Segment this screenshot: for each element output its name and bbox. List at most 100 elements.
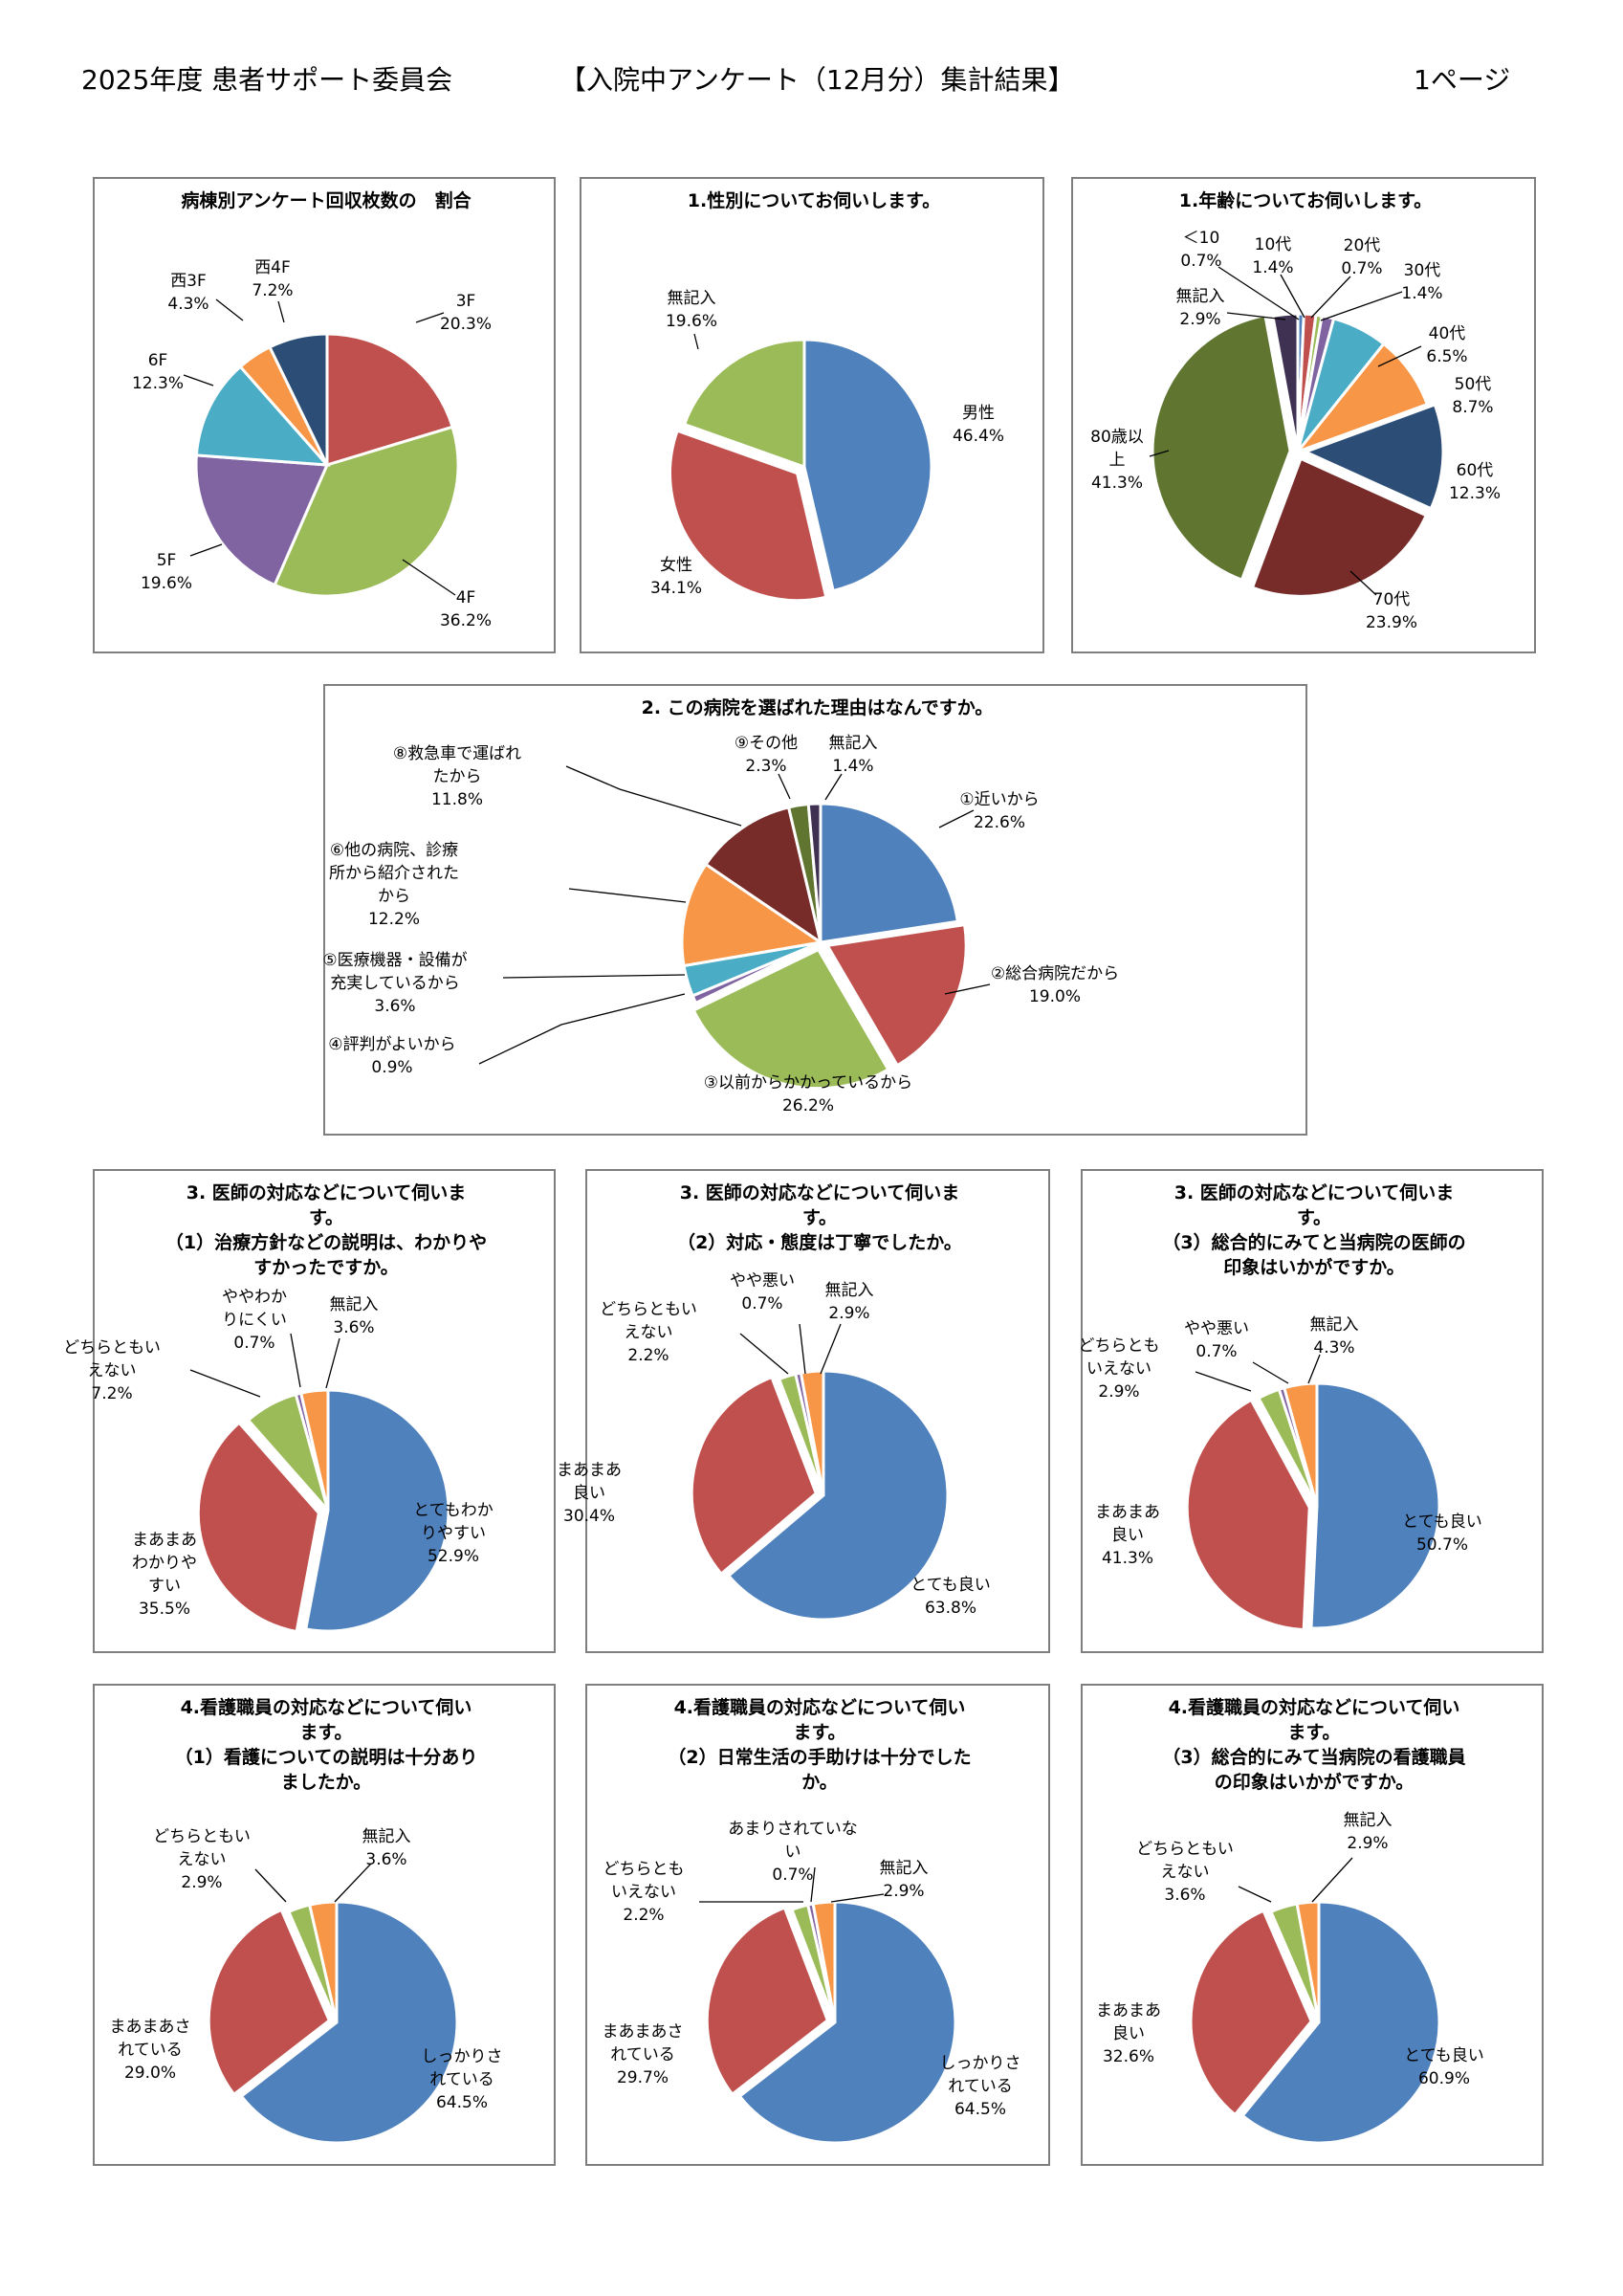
chart-title: 3. 医師の対応などについて伺います。（1）治療方針などの説明は、わかりやすかっ… [165,1181,487,1278]
chart-title: 1.性別についてお伺いします。 [688,189,940,211]
pie-slice [1189,1909,1313,2117]
leader-line [830,1893,885,1903]
leader-line [568,888,687,903]
leader-line [1238,1886,1272,1903]
leader-line [565,765,742,827]
chart-panel: 2. この病院を選ばれた理由はなんですか。 ①近いから 22.6% ②総合病院だから 1… [322,684,1307,1136]
slice-label: 4F 36.2% [440,588,492,630]
slice-label: ③以前からかかっているから 26.2% [704,1073,912,1115]
slice-label: どちらともいえない 2.2% [603,1860,685,1925]
pie-slice [1240,1900,1441,2145]
slice-label: どちらともいえない 2.9% [1079,1336,1160,1402]
leader-line [824,773,843,801]
slice-label: 無記入 2.9% [1176,287,1225,329]
slice-label: ④評判がよいから 0.9% [328,1035,455,1077]
pie-slice [726,1369,950,1622]
leader-line [189,543,223,557]
leader-line [1349,570,1377,596]
slice-label: 無記入 3.6% [330,1295,379,1337]
leader-line [944,983,991,995]
slice-label: 西3F 4.3% [167,272,208,314]
leader-line [254,1868,287,1903]
pie-slice [1302,403,1445,511]
leader-line [183,374,214,386]
slice-label: 50代 8.7% [1452,375,1493,417]
slice-label: ⑤医療機器・設備が充実しているから 3.6% [322,951,467,1016]
slice-label: まあまあ良い 32.6% [1096,2001,1161,2066]
slice-label: 無記入 3.6% [362,1827,411,1869]
pie-chart: 4.看護職員の対応などについて伺います。（2）日常生活の手助けは十分でしたか。し… [603,1696,1021,2145]
leader-line [1217,266,1300,320]
chart-title: 4.看護職員の対応などについて伺います。（1）看護についての説明は十分ありました… [175,1696,478,1793]
pie-slice [304,1388,450,1633]
slice-label: ⑨その他 2.3% [735,734,798,776]
slice-label: 無記入 2.9% [1344,1811,1393,1853]
pie-slice [737,1900,957,2145]
slice-label: まあまあされている 29.7% [603,2022,684,2087]
leader-line [1311,1857,1353,1903]
leader-line [778,773,791,800]
leader-line [739,1333,789,1375]
pie-slice [273,425,460,598]
pie-slice [194,364,331,467]
chart-title: 3. 医師の対応などについて伺います。（3）総合的にみてと当病院の医師の印象はい… [1162,1181,1465,1278]
slice-label: ⑥他の病院、診療所から紹介されたから 12.2% [329,841,459,929]
slice-label: 無記入 19.6% [666,289,717,331]
pie-slice [690,1375,819,1577]
slice-label: ややわかりにくい 0.7% [222,1288,287,1353]
slice-label: 5F 19.6% [141,551,192,593]
slice-label: 3F 20.3% [440,292,492,334]
leader-line [1252,1361,1289,1384]
chart-title: 4.看護職員の対応などについて伺います。（2）日常生活の手助けは十分でしたか。 [668,1696,971,1793]
slice-label: 男性 46.4% [953,404,1004,446]
pie-slice [705,1906,830,2097]
chart-panel: 1.年齢についてお伺いします。 ＜10 0.7% 10代 1.4% 20代 0.7% 30代 1… [1071,177,1536,653]
slice-label: とてもわかりやすい 52.9% [413,1501,493,1566]
pie-slice [1250,456,1429,598]
leader-line [478,993,686,1065]
slice-label: やや悪い 0.7% [730,1271,795,1314]
chart-panel: 3. 医師の対応などについて伺います。（3）総合的にみてと当病院の医師の印象はい… [1079,1169,1544,1653]
pie-slice [691,947,890,1091]
leader-line [1377,345,1422,367]
slice-label: まあまあ良い 30.4% [557,1461,622,1526]
slice-label: 10代 1.4% [1252,235,1293,277]
slice-label: しっかりされている 64.5% [422,2047,503,2112]
pie-slice [1309,1381,1441,1630]
leader-line [277,300,285,323]
slice-label: 無記入 4.3% [1310,1315,1359,1358]
slice-label: しっかりされている 64.5% [940,2054,1021,2119]
slice-label: ＜10 0.7% [1180,229,1221,271]
chart-panel: 3. 医師の対応などについて伺います。（2）対応・態度は丁寧でしたか。 とても良い… [557,1169,1050,1653]
leader-line [502,974,686,979]
chart-title: 1.年齢についてお伺いします。 [1179,189,1432,211]
slice-label: ①近いから 22.6% [959,790,1039,832]
pie-slice [239,1900,459,2145]
leader-line [402,559,456,596]
leader-line [1149,450,1170,457]
leader-line [290,1333,301,1388]
chart-panel: 3. 医師の対応などについて伺います。（1）治療方針などの説明は、わかりやすかっ… [63,1169,556,1653]
pie-chart: 1.性別についてお伺いします。男性 46.4% 女性 34.1% 無記入 19.6% [650,189,1004,603]
pie-chart: 3. 医師の対応などについて伺います。（1）治療方針などの説明は、わかりやすかっ… [63,1181,493,1634]
pie-chart: 4.看護職員の対応などについて伺います。（1）看護についての説明は十分ありました… [110,1696,503,2145]
pie-slice [824,922,968,1068]
pie-chart: 病棟別アンケート回収枚数の 割合 3F 20.3% 4F 36.2% 5F 19.6% 6F 1… [132,189,492,630]
pie-slice [682,338,806,470]
slice-label: 無記入 2.9% [880,1859,929,1901]
pie-chart: 3. 医師の対応などについて伺います。（2）対応・態度は丁寧でしたか。とても良い… [557,1181,991,1622]
slice-label: 30代 1.4% [1401,261,1442,303]
chart-title: 3. 医師の対応などについて伺います。（2）対応・態度は丁寧でしたか。 [677,1181,962,1253]
pie-slice [1185,1398,1311,1632]
slice-label: どちらともいえない 2.9% [153,1827,251,1892]
pie-slice [703,806,823,946]
slice-label: まあまあされている 29.0% [110,2018,191,2083]
pie-slice [1293,342,1430,455]
pie-slice [194,453,330,587]
slice-label: 20代 0.7% [1341,236,1382,278]
slice-label: 70代 23.9% [1366,590,1417,632]
chart-panel: 病棟別アンケート回収枚数の 割合 3F 20.3% 4F 36.2% 5F 19.6% 6F 1… [93,177,556,653]
header-title: 【入院中アンケート（12月分）集計結果】 [559,64,1075,96]
slice-label: 無記入 1.4% [829,734,878,776]
pie-chart: 4.看護職員の対応などについて伺います。（3）総合的にみて当病院の看護職員の印象… [1096,1696,1484,2145]
